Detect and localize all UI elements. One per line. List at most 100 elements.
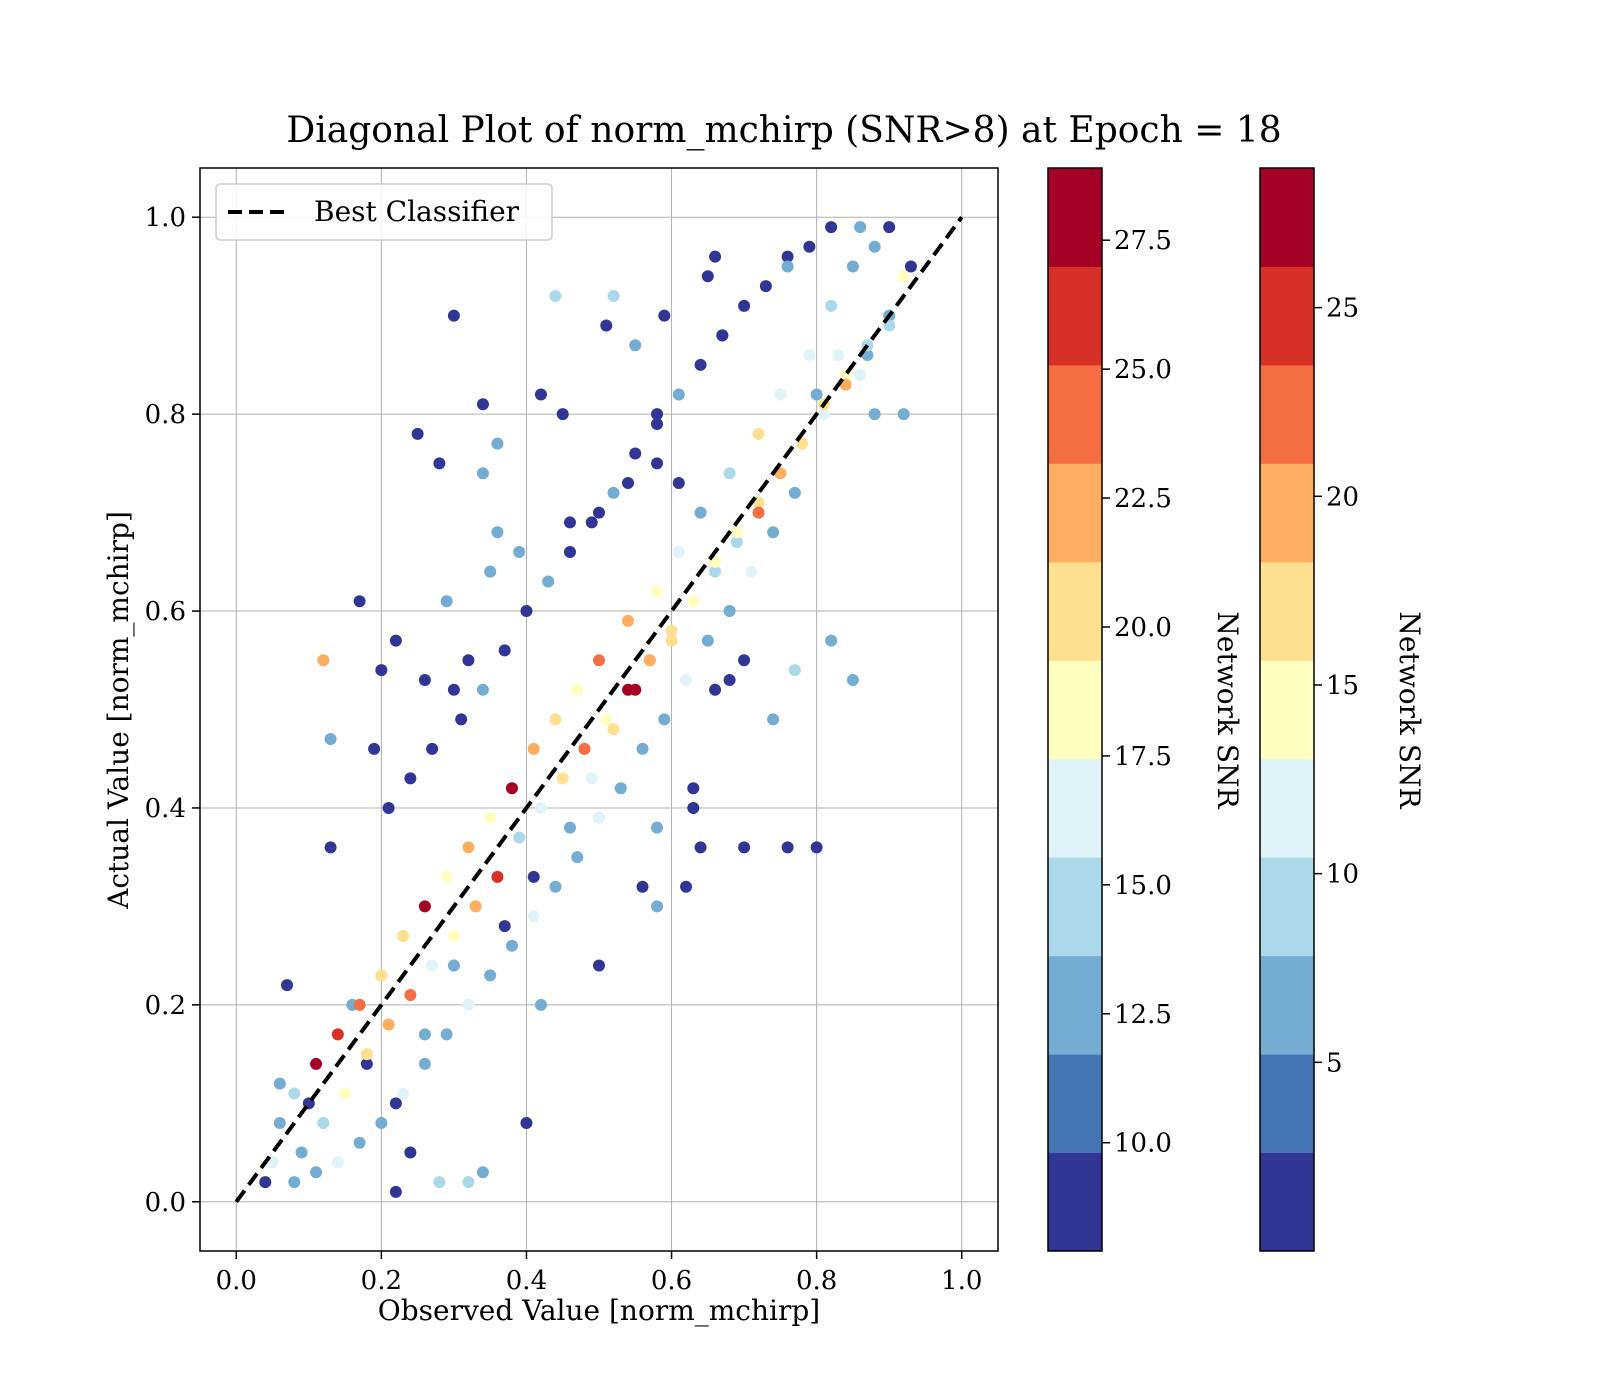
scatter-point — [622, 477, 635, 490]
scatter-point — [817, 408, 830, 421]
scatter-point — [716, 329, 729, 342]
colorbar-segment — [1260, 266, 1314, 366]
scatter-point — [549, 880, 562, 893]
scatter-point — [331, 1156, 344, 1169]
best-classifier-line — [234, 216, 964, 1203]
scatter-point — [723, 605, 736, 618]
scatter-point — [542, 575, 555, 588]
scatter-point — [730, 526, 743, 539]
scatter-point — [636, 880, 649, 893]
colorbar-snr-1: 27.5 25.0 22.5 20.0 17.5 15.0 12.5 10.0 Network … — [1047, 167, 1244, 1252]
colorbar-segment — [1048, 1152, 1102, 1252]
y-tick-label: 0.6 — [145, 597, 186, 627]
colorbar-segment — [1260, 660, 1314, 760]
scatter-point — [883, 221, 896, 234]
colorbar-frame — [1259, 167, 1315, 1252]
scatter-point — [767, 526, 780, 539]
scatter-point — [680, 673, 693, 686]
scatter-point — [484, 969, 497, 982]
scatter-point — [476, 467, 489, 480]
x-tick-label: 0.8 — [796, 1266, 837, 1296]
colorbar-snr-2: 25 20 15 10 5 Network SNR — [1259, 167, 1426, 1252]
scatter-point — [469, 900, 482, 913]
scatter-point — [571, 683, 584, 696]
colorbar-label: Network SNR — [1211, 611, 1244, 809]
scatter-point — [527, 742, 540, 755]
scatter-point — [382, 1018, 395, 1031]
scatter-point — [418, 900, 431, 913]
x-axis-label: Observed Value [norm_mchirp] — [378, 1294, 820, 1327]
colorbar-segment — [1048, 660, 1102, 760]
scatter-point — [629, 339, 642, 352]
scatter-point — [324, 841, 337, 854]
scatter-point — [411, 427, 424, 440]
scatter-point — [549, 713, 562, 726]
scatter-point — [854, 368, 867, 381]
colorbar-segment — [1048, 266, 1102, 366]
scatter-point — [825, 221, 838, 234]
scatter-point — [651, 417, 664, 430]
scatter-point — [665, 624, 678, 637]
colorbar-segment — [1048, 463, 1102, 563]
scatter-point — [788, 486, 801, 499]
scatter-point — [629, 447, 642, 460]
scatter-point — [484, 811, 497, 824]
scatter-point — [825, 634, 838, 647]
scatter-point — [426, 742, 439, 755]
scatter-point — [447, 683, 460, 696]
scatter-point — [556, 772, 569, 785]
y-tick-label: 0.2 — [145, 991, 186, 1021]
x-tick-label: 0.2 — [361, 1266, 402, 1296]
colorbar-segment — [1048, 758, 1102, 858]
scatter-point — [491, 437, 504, 450]
scatter-point — [607, 723, 620, 736]
scatter-point — [651, 457, 664, 470]
scatter-point — [672, 545, 685, 558]
scatter-point — [738, 299, 751, 312]
colorbar-segment — [1048, 857, 1102, 957]
scatter-point — [288, 1087, 301, 1100]
scatter-point — [730, 536, 743, 549]
scatter-point — [339, 1087, 352, 1100]
scatter-point — [665, 634, 678, 647]
scatter-point — [426, 959, 439, 972]
scatter-point — [375, 969, 388, 982]
scatter-point — [781, 260, 794, 273]
scatter-point — [607, 289, 620, 302]
colorbar-frame — [1047, 167, 1103, 1252]
scatter-point — [672, 388, 685, 401]
scatter-point — [593, 654, 605, 667]
scatter-point — [622, 614, 635, 627]
scatter-point — [788, 664, 801, 677]
scatter-point — [593, 506, 605, 519]
scatter-point — [752, 506, 765, 519]
scatter-point — [476, 1166, 489, 1179]
scatter-point — [418, 1028, 431, 1041]
scatter-point — [803, 240, 816, 253]
scatter-point — [462, 654, 475, 667]
scatter-point — [759, 280, 772, 293]
scatter-point — [418, 1057, 431, 1070]
scatter-point — [498, 920, 511, 933]
scatter-point — [375, 1117, 388, 1130]
y-axis-ticks: 0.0 0.2 0.4 0.6 0.8 1.0 — [145, 203, 200, 1218]
scatter-point — [476, 683, 489, 696]
scatter-point — [687, 595, 700, 608]
colorbar-tick-label: 22.5 — [1114, 484, 1172, 514]
scatter-point — [825, 299, 838, 312]
colorbar-segment — [1260, 561, 1314, 661]
scatter-point — [651, 821, 664, 834]
scatter-point — [331, 1028, 344, 1041]
plot-area — [199, 167, 999, 1252]
scatter-point — [520, 1117, 533, 1130]
colorbar-segment — [1048, 364, 1102, 464]
scatter-point — [527, 870, 540, 883]
scatter-point — [462, 998, 475, 1011]
scatter-point — [614, 782, 627, 795]
scatter-point — [375, 664, 388, 677]
colorbar-tick-label: 5 — [1326, 1048, 1343, 1078]
colorbar-tick-label: 27.5 — [1114, 226, 1172, 256]
colorbar-tick-label: 20.0 — [1114, 613, 1172, 643]
scatter-point — [534, 801, 547, 814]
